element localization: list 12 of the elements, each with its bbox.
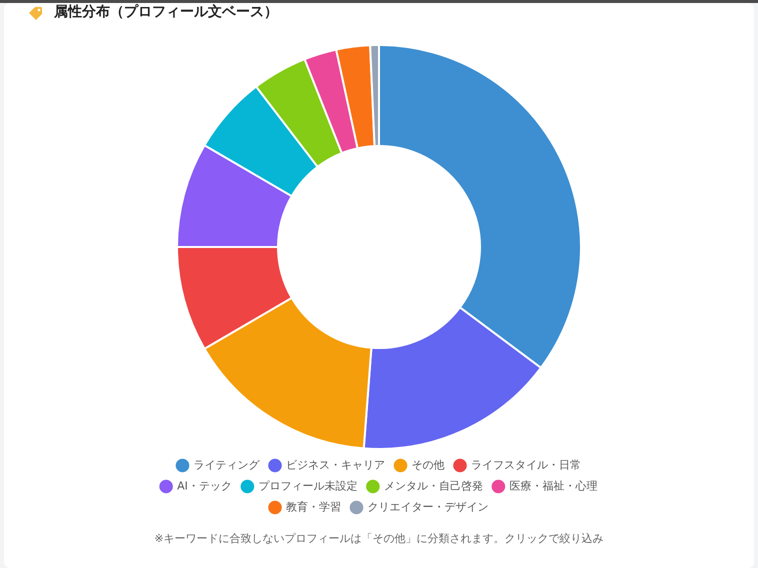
- legend-label: ライフスタイル・日常: [471, 458, 581, 472]
- legend-label: プロフィール未設定: [258, 479, 358, 492]
- legend-label: AI・テック: [177, 479, 232, 492]
- legend-label: その他: [412, 458, 444, 472]
- legend-label: メンタル・自己啓発: [384, 479, 483, 492]
- text: ※キーワードに合致しないプロフィールは「その他」に分類されます。クリックで絞り込み: [153, 531, 605, 546]
- legend-label: ライティング: [194, 458, 260, 472]
- legend-label: 医療・福祉・心理: [509, 479, 598, 492]
- legend-label: ビジネス・キャリア: [286, 458, 385, 472]
- legend-label: クリエイター・デザイン: [368, 500, 488, 514]
- chart-title: 属性分布（プロフィール文ベース）: [54, 3, 278, 21]
- legend-label: 教育・学習: [286, 500, 341, 514]
